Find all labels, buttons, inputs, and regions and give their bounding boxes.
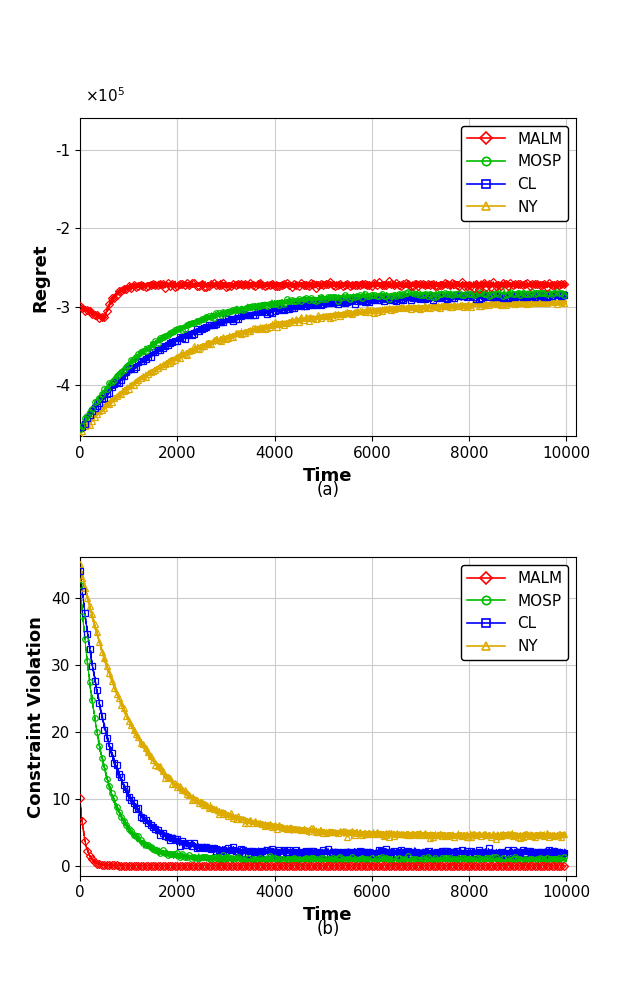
- Text: $\times 10^5$: $\times 10^5$: [85, 87, 125, 105]
- Legend: MALM, MOSP, CL, NY: MALM, MOSP, CL, NY: [461, 126, 568, 220]
- Y-axis label: Regret: Regret: [31, 243, 49, 312]
- Y-axis label: Constraint Violation: Constraint Violation: [28, 616, 45, 818]
- X-axis label: Time: Time: [303, 466, 353, 485]
- Text: (a): (a): [317, 481, 339, 499]
- Legend: MALM, MOSP, CL, NY: MALM, MOSP, CL, NY: [461, 565, 568, 660]
- X-axis label: Time: Time: [303, 906, 353, 924]
- Text: (b): (b): [316, 920, 340, 939]
